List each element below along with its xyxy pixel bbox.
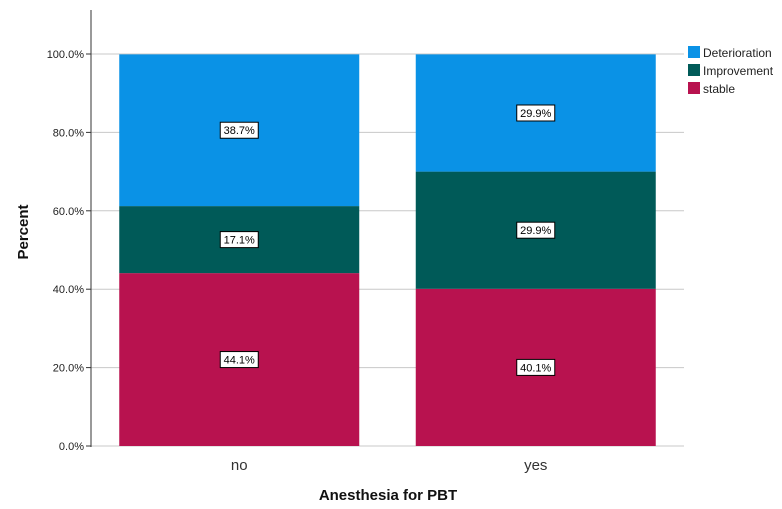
- data-labels: 44.1% 17.1% 38.7% 40.1% 29.9% 29.9%: [219, 104, 556, 376]
- data-label-box: [219, 231, 259, 249]
- data-label: 40.1%: [520, 362, 551, 374]
- legend-entry-improvement: Improvement: [703, 64, 774, 78]
- data-label-box: [219, 121, 259, 139]
- data-label: 29.9%: [520, 108, 551, 120]
- data-label: 29.9%: [520, 225, 551, 237]
- y-tick-label: 80.0%: [53, 127, 84, 139]
- y-tick-label: 60.0%: [53, 206, 84, 218]
- y-tick-label: 20.0%: [53, 363, 84, 375]
- data-label: 17.1%: [224, 235, 255, 247]
- legend-swatch-stable: [688, 82, 700, 94]
- y-tick-label: 100.0%: [47, 49, 85, 61]
- x-axis-title: Anesthesia for PBT: [319, 487, 457, 504]
- x-tick-label: yes: [524, 457, 547, 474]
- data-label-box: [516, 358, 556, 376]
- data-label: 44.1%: [224, 355, 255, 367]
- legend-entry-stable: stable: [703, 82, 735, 96]
- data-label-box: [516, 221, 556, 239]
- x-tick-label: no: [231, 457, 248, 474]
- legend-swatch-deterioration: [688, 46, 700, 58]
- y-axis-title: Percent: [15, 204, 32, 259]
- data-label: 38.7%: [224, 125, 255, 137]
- y-tick-label: 0.0%: [59, 441, 84, 453]
- x-tick-labels: no yes: [231, 457, 548, 474]
- legend: Deterioration Improvement stable: [688, 46, 774, 96]
- legend-swatch-improvement: [688, 64, 700, 76]
- y-ticks: 0.0% 20.0% 40.0% 60.0% 80.0% 100.0%: [47, 49, 91, 453]
- data-label-box: [516, 104, 556, 122]
- bars: [119, 54, 656, 446]
- y-tick-label: 40.0%: [53, 284, 84, 296]
- data-label-box: [219, 351, 259, 369]
- legend-entry-deterioration: Deterioration: [703, 46, 772, 60]
